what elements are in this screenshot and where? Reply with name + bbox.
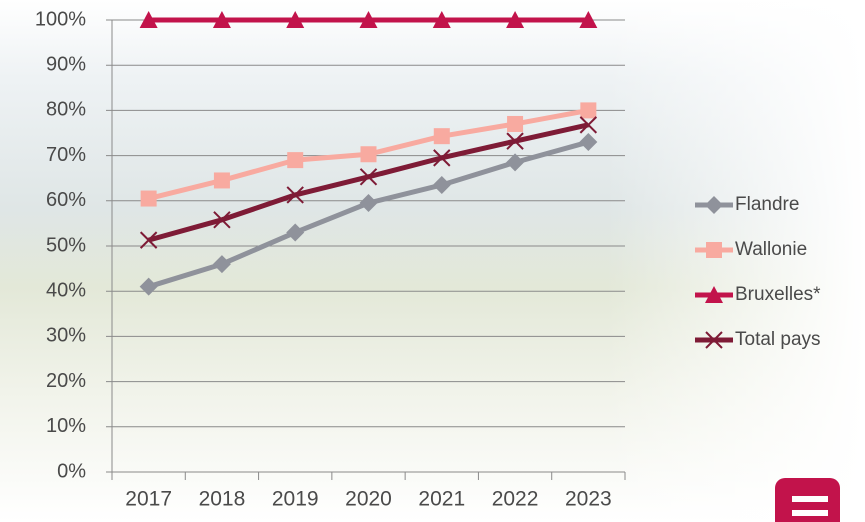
marker bbox=[359, 11, 378, 28]
marker bbox=[359, 168, 378, 186]
marker bbox=[359, 194, 378, 213]
marker bbox=[506, 132, 524, 150]
marker bbox=[213, 211, 231, 229]
y-tick-label: 40% bbox=[46, 279, 86, 301]
x-tick-label: 2021 bbox=[418, 488, 465, 511]
marker bbox=[139, 231, 158, 249]
legend-label: Bruxelles* bbox=[735, 284, 821, 305]
marker bbox=[432, 11, 451, 28]
marker bbox=[579, 116, 598, 134]
x-tick-label: 2023 bbox=[565, 488, 612, 511]
marker bbox=[432, 175, 451, 194]
legend-label: Flandre bbox=[735, 194, 799, 215]
marker bbox=[140, 190, 157, 207]
marker bbox=[433, 149, 451, 167]
y-tick-label: 80% bbox=[46, 99, 86, 121]
marker bbox=[579, 11, 598, 28]
marker bbox=[212, 255, 231, 274]
marker bbox=[212, 11, 231, 28]
marker bbox=[360, 146, 377, 163]
y-tick-label: 90% bbox=[46, 53, 86, 75]
marker bbox=[506, 153, 525, 172]
y-tick-label: 50% bbox=[46, 234, 86, 256]
x-tick-label: 2018 bbox=[199, 488, 246, 511]
legend-marker bbox=[705, 331, 723, 349]
y-tick-label: 0% bbox=[57, 460, 86, 482]
legend-label: Wallonie bbox=[735, 239, 807, 260]
y-tick-label: 70% bbox=[46, 144, 86, 166]
x-tick-label: 2020 bbox=[345, 488, 392, 511]
x-tick-label: 2019 bbox=[272, 488, 319, 511]
marker bbox=[139, 11, 158, 28]
x-tick-label: 2017 bbox=[125, 488, 172, 511]
marker bbox=[286, 186, 304, 204]
marker bbox=[433, 128, 450, 145]
marker bbox=[506, 11, 525, 28]
y-tick-label: 30% bbox=[46, 325, 86, 347]
marker bbox=[213, 172, 230, 189]
y-tick-label: 60% bbox=[46, 189, 86, 211]
legend-label: Total pays bbox=[735, 329, 821, 350]
marker bbox=[139, 277, 158, 296]
x-tick-label: 2022 bbox=[492, 488, 539, 511]
y-tick-label: 100% bbox=[35, 8, 86, 30]
marker bbox=[287, 152, 304, 169]
marker bbox=[507, 115, 524, 132]
y-tick-label: 20% bbox=[46, 370, 86, 392]
legend-marker bbox=[706, 242, 722, 258]
y-tick-label: 10% bbox=[46, 415, 86, 437]
legend-marker bbox=[705, 286, 723, 303]
marker bbox=[580, 102, 597, 119]
logo bbox=[775, 478, 840, 522]
marker bbox=[286, 223, 305, 242]
marker bbox=[286, 11, 305, 28]
legend-marker bbox=[705, 196, 723, 214]
marker bbox=[579, 133, 598, 152]
